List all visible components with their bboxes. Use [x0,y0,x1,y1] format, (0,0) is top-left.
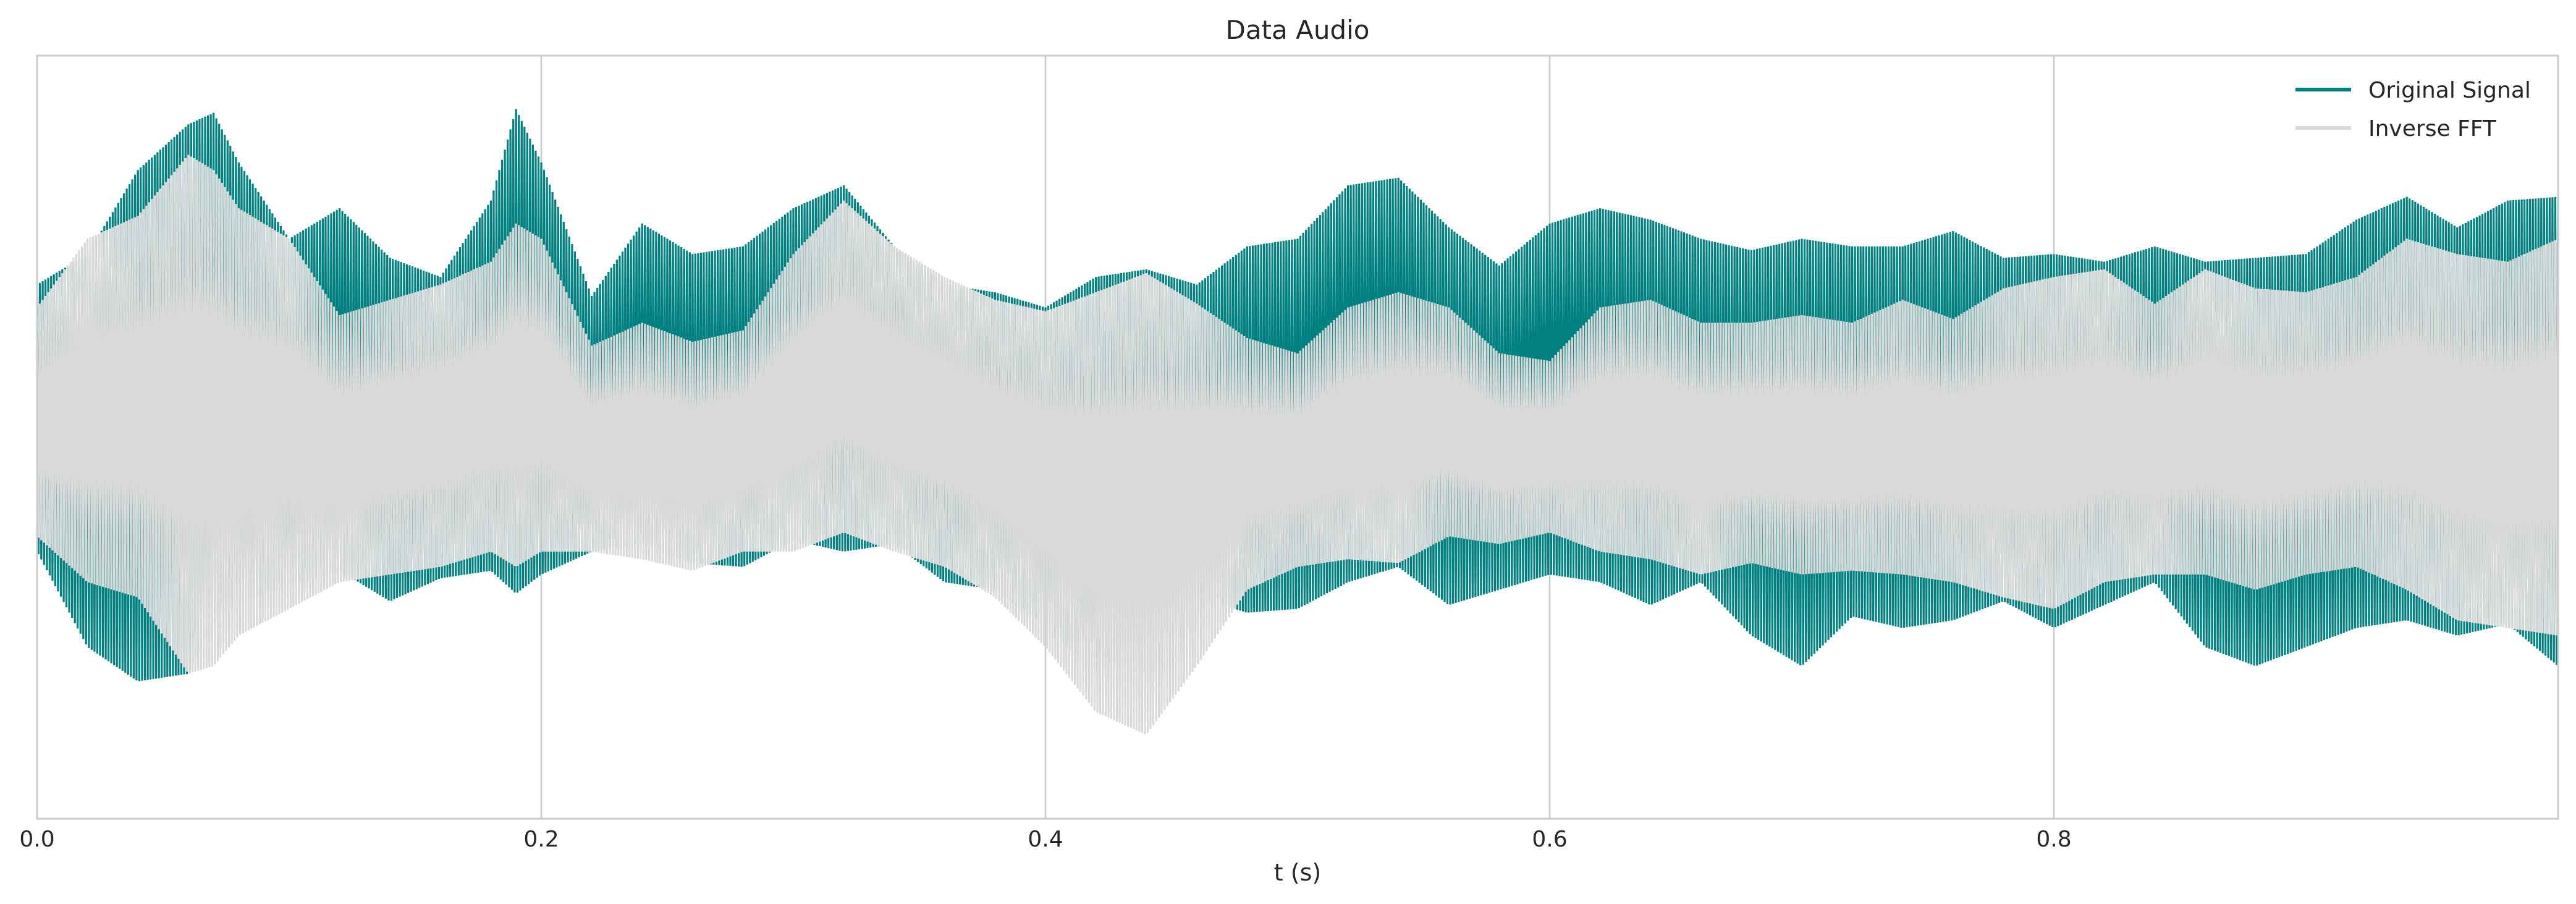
x-tick-label: 0.8 [2036,827,2071,852]
chart-title: Data Audio [1225,15,1369,45]
x-tick-label: 0.0 [19,827,54,852]
legend-label: Inverse FFT [2368,116,2497,142]
legend-label: Original Signal [2368,78,2531,103]
legend: Original Signal Inverse FFT [2295,78,2531,142]
plot-area [36,109,2559,735]
plot-frame [36,54,2559,820]
x-tick-label: 0.4 [1028,827,1063,852]
series-line-inverse-fft [36,154,2559,735]
x-axis-label: t (s) [1274,859,1321,886]
series-line-original-signal [36,109,2559,682]
x-tick-label: 0.2 [523,827,559,852]
x-tick-label: 0.6 [1532,827,1567,852]
x-tick-labels: 0.0 0.2 0.4 0.6 0.8 [19,827,2071,852]
